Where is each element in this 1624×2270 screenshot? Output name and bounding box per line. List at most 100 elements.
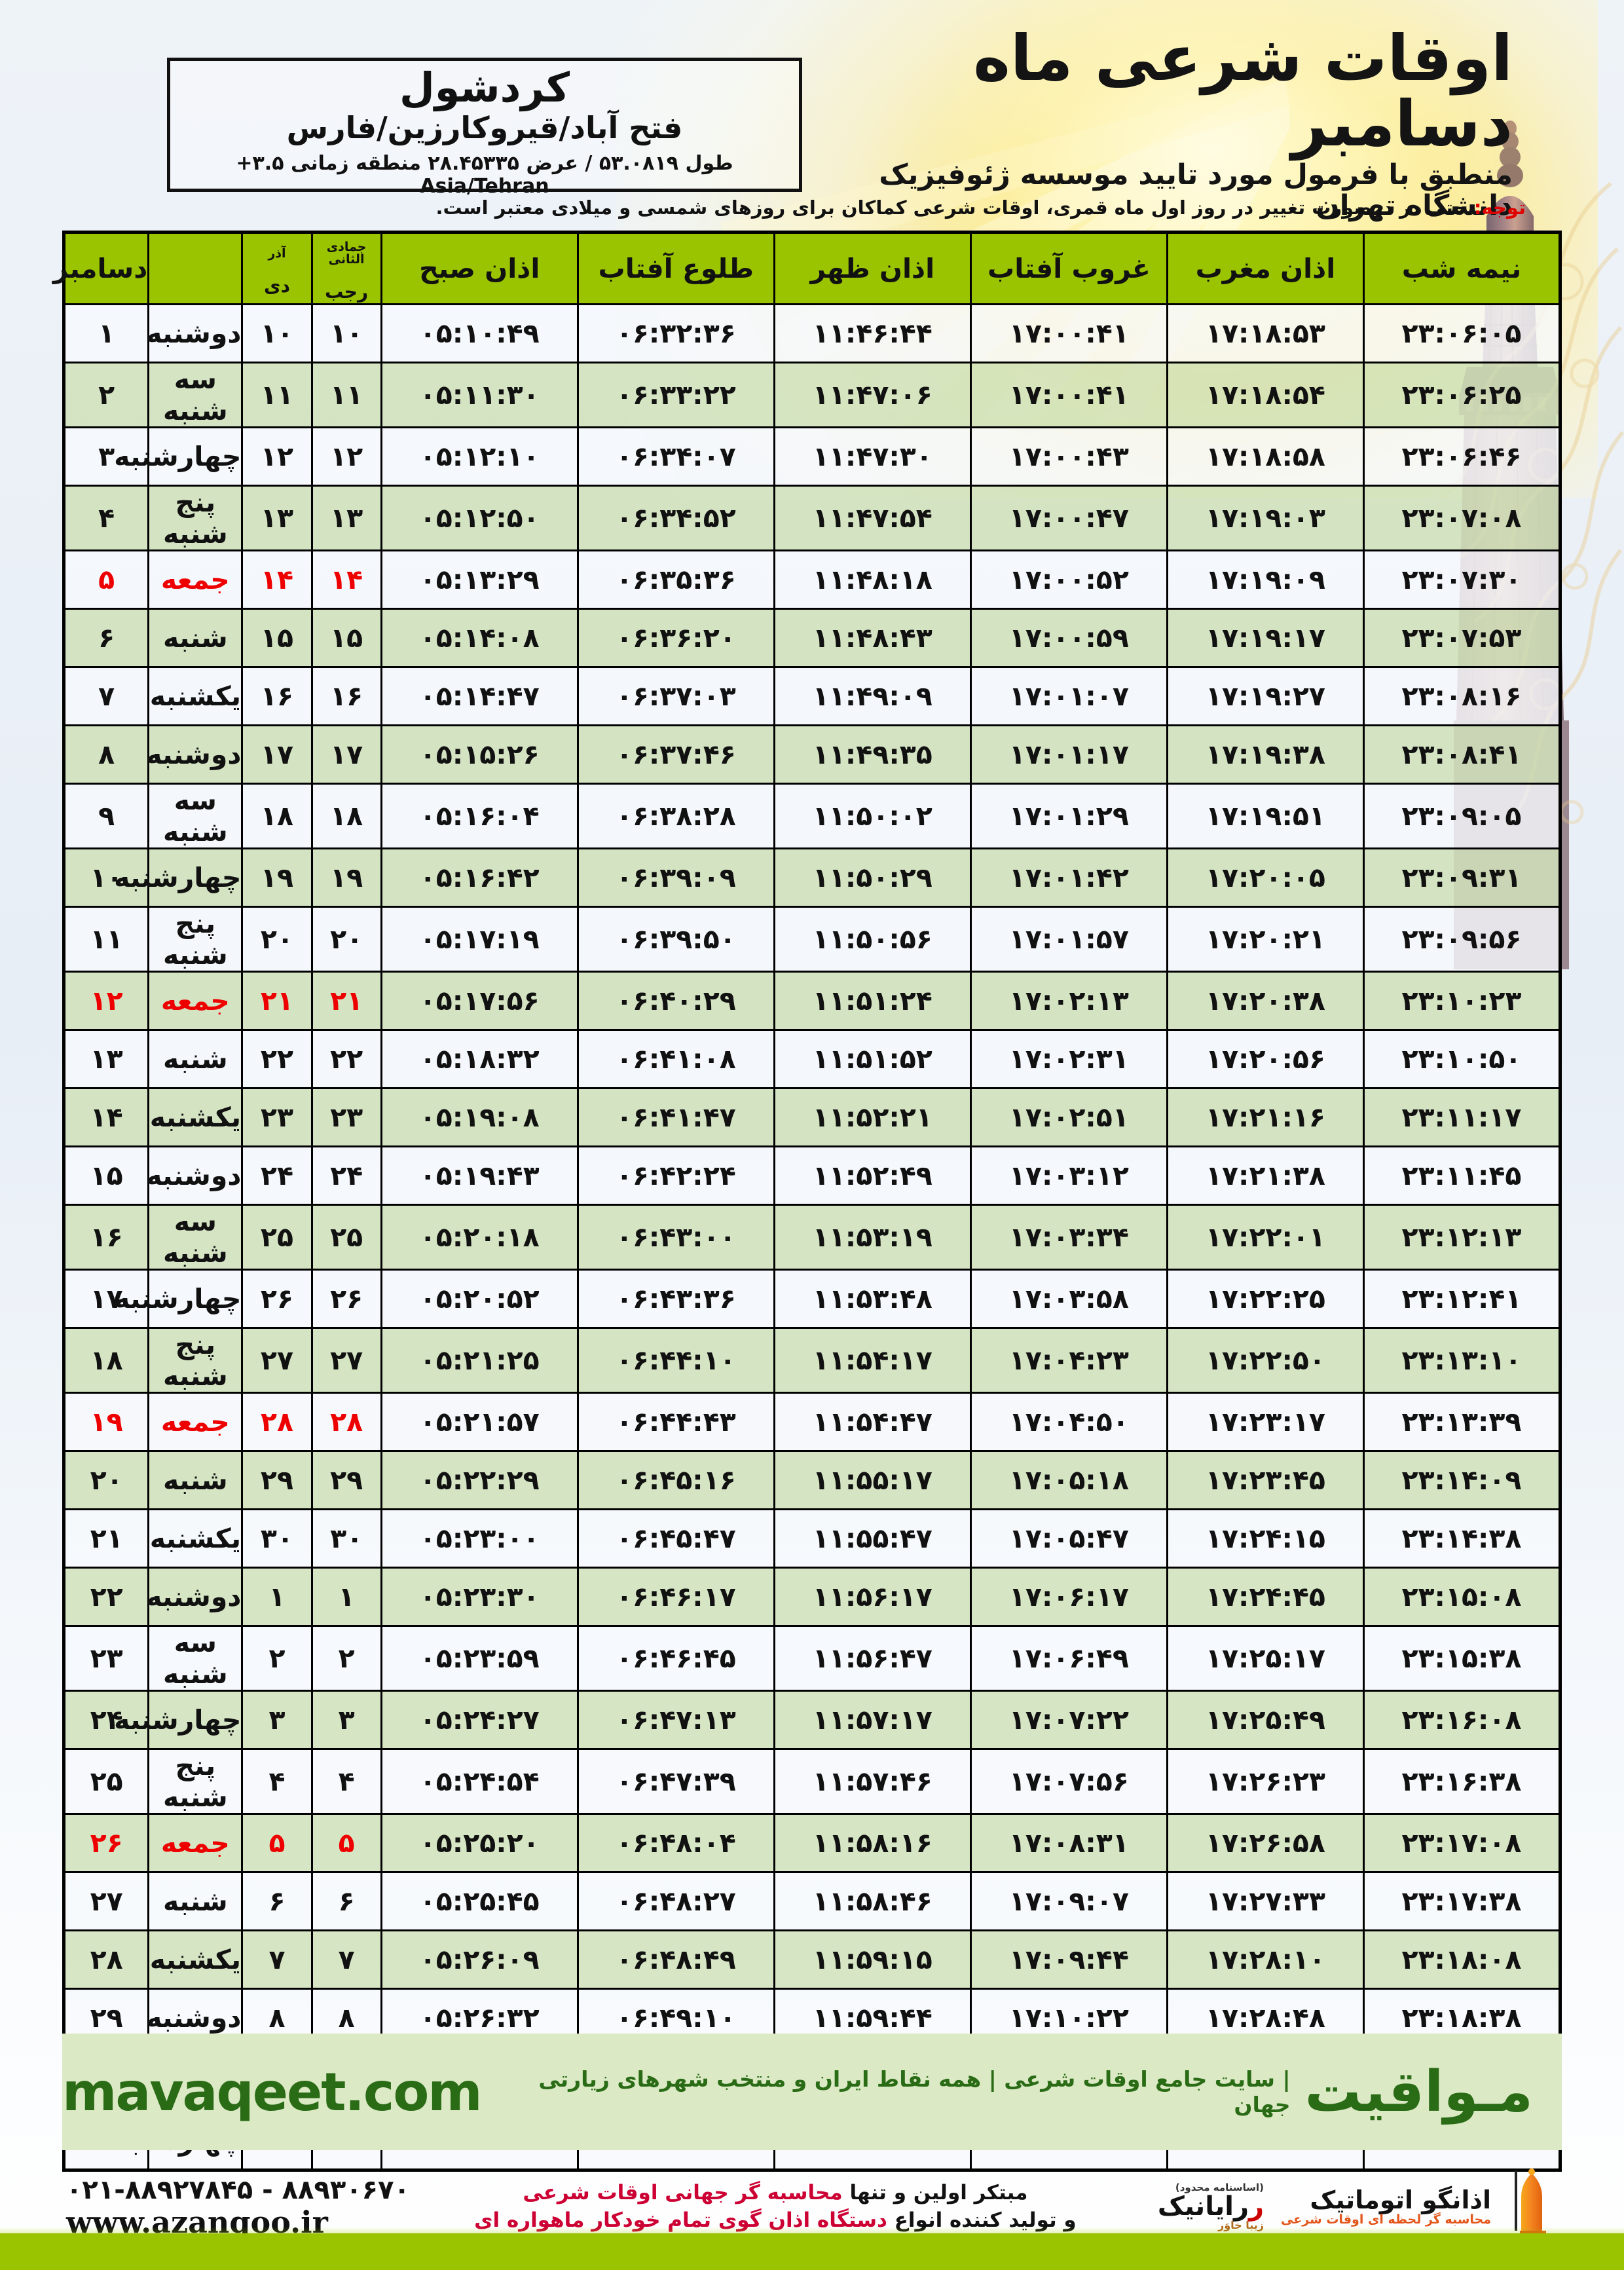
rayaneek-name: ررایانیک <box>1158 2193 1264 2220</box>
cell-weekday: سه شنبه <box>147 783 244 849</box>
table-row: ۲۳:۰۹:۳۱ ۱۷:۲۰:۰۵ ۱۷:۰۱:۴۲ ۱۱:۵۰:۲۹ ۰۶:۳۹:۰۹… <box>62 847 1562 908</box>
header-fajr: اذان صبح <box>380 231 579 305</box>
cell-shamsi: ۲۹ <box>241 1450 313 1510</box>
cell-maghrib: ۱۷:۲۳:۴۵ <box>1166 1450 1365 1510</box>
cell-hijri: ۲۱ <box>310 971 382 1031</box>
header-weekday <box>147 231 244 305</box>
azangoo-subtitle: محاسبه گر لحظه ای اوقات شرعی <box>1281 2212 1491 2227</box>
cell-sunrise: ۰۶:۳۶:۲۰ <box>576 608 775 668</box>
cell-day: ۲۳ <box>62 1625 150 1692</box>
table-row: ۲۳:۰۸:۱۶ ۱۷:۱۹:۲۷ ۱۷:۰۱:۰۷ ۱۱:۴۹:۰۹ ۰۶:۳۷:۰۳… <box>62 666 1562 726</box>
brand-website[interactable]: mavaqeet.com <box>62 2061 483 2123</box>
cell-dhuhr: ۱۱:۵۳:۴۸ <box>773 1269 972 1329</box>
cell-shamsi: ۱۵ <box>241 608 313 668</box>
cell-weekday: یکشنبه <box>147 1087 244 1147</box>
cell-weekday: چهارشنبه <box>114 1690 244 1750</box>
cell-shamsi: ۲۰ <box>241 906 313 973</box>
cell-maghrib: ۱۷:۱۸:۵۳ <box>1166 303 1365 363</box>
cell-day: ۱۱ <box>62 906 150 973</box>
page-header: کردشول فتح آباد/قیروکارزین/فارس طول ۵۳.۰… <box>0 0 1624 257</box>
cell-sunrise: ۰۶:۴۸:۲۷ <box>576 1871 775 1931</box>
cell-day: ۷ <box>62 666 150 726</box>
cell-day: ۱۵ <box>62 1145 150 1206</box>
cell-weekday: دوشنبه <box>146 303 244 363</box>
cell-midnight: ۲۳:۱۰:۲۳ <box>1362 971 1562 1031</box>
cell-day: ۲۴ <box>62 1690 150 1750</box>
cell-midnight: ۲۳:۰۷:۰۸ <box>1362 485 1562 551</box>
cell-dhuhr: ۱۱:۵۶:۴۷ <box>773 1625 972 1692</box>
cell-maghrib: ۱۷:۱۸:۵۴ <box>1166 362 1365 428</box>
header-maghrib: اذان مغرب <box>1166 231 1365 305</box>
header-sunrise: طلوع آفتاب <box>576 231 775 305</box>
cell-weekday: دوشنبه <box>146 1145 244 1206</box>
cell-shamsi: ۱۶ <box>241 666 313 726</box>
cell-shamsi: ۱۱ <box>241 362 313 428</box>
note-text: حتی در درصورت تغییر در روز اول ماه قمری،… <box>435 196 1467 219</box>
cell-maghrib: ۱۷:۱۹:۱۷ <box>1166 608 1365 668</box>
table-row: ۲۳:۱۲:۱۳ ۱۷:۲۲:۰۱ ۱۷:۰۳:۳۴ ۱۱:۵۳:۱۹ ۰۶:۴۳:۰۰… <box>62 1204 1562 1271</box>
cell-shamsi: ۱۷ <box>241 724 313 785</box>
rayaneek-logo: (اساسنامه محدود) ررایانیک زیبا خاوَر <box>1141 2181 1281 2232</box>
cell-dhuhr: ۱۱:۵۷:۱۷ <box>773 1690 972 1750</box>
cell-hijri: ۳۰ <box>310 1508 382 1569</box>
page-subtitle: منطبق با فرمول مورد تایید موسسه ژئوفیزیک… <box>879 158 1513 222</box>
cell-day: ۱۸ <box>62 1327 150 1394</box>
table-row: ۲۳:۱۲:۴۱ ۱۷:۲۲:۲۵ ۱۷:۰۳:۵۸ ۱۱:۵۳:۴۸ ۰۶:۴۳:۳۶… <box>62 1269 1562 1329</box>
cell-day: ۶ <box>62 608 150 668</box>
cell-hijri: ۶ <box>310 1871 382 1931</box>
cell-midnight: ۲۳:۰۶:۰۵ <box>1362 303 1562 363</box>
cell-sunset: ۱۷:۰۱:۰۷ <box>969 666 1168 726</box>
cell-maghrib: ۱۷:۲۲:۰۱ <box>1166 1204 1365 1271</box>
cell-maghrib: ۱۷:۱۹:۳۸ <box>1166 724 1365 785</box>
cell-sunset: ۱۷:۰۴:۲۳ <box>969 1327 1168 1394</box>
cell-shamsi: ۱۴ <box>241 549 313 610</box>
cell-shamsi: ۳ <box>241 1690 313 1750</box>
rayaneek-top-note: (اساسنامه محدود) <box>1175 2181 1264 2193</box>
cell-dhuhr: ۱۱:۵۲:۴۹ <box>773 1145 972 1206</box>
cell-weekday: جمعه <box>147 971 244 1031</box>
table-row: ۲۳:۱۱:۴۵ ۱۷:۲۱:۳۸ ۱۷:۰۳:۱۲ ۱۱:۵۲:۴۹ ۰۶:۴۲:۲۴… <box>62 1145 1562 1206</box>
cell-midnight: ۲۳:۰۸:۱۶ <box>1362 666 1562 726</box>
azangoo-title: اذانگو اتوماتیک <box>1310 2186 1491 2215</box>
header-december-day: دسامبر <box>53 231 150 305</box>
cell-dhuhr: ۱۱:۴۸:۱۸ <box>773 549 972 610</box>
cell-fajr: ۰۵:۱۳:۲۹ <box>380 549 579 610</box>
cell-sunrise: ۰۶:۴۴:۱۰ <box>576 1327 775 1394</box>
cell-weekday: چهارشنبه <box>114 426 244 487</box>
cell-weekday: یکشنبه <box>147 1929 244 1990</box>
cell-midnight: ۲۳:۰۶:۴۶ <box>1362 426 1562 487</box>
header-dhuhr: اذان ظهر <box>773 231 972 305</box>
cell-midnight: ۲۳:۱۴:۳۸ <box>1362 1508 1562 1569</box>
cell-sunrise: ۰۶:۴۱:۰۸ <box>576 1029 775 1089</box>
note-tag: توجه: <box>1473 196 1526 219</box>
cell-sunset: ۱۷:۰۶:۴۹ <box>969 1625 1168 1692</box>
cell-shamsi: ۲۶ <box>241 1269 313 1329</box>
header-hijri-month-first: جمادی الثانی <box>326 240 367 267</box>
cell-weekday: شنبه <box>147 1029 244 1089</box>
cell-dhuhr: ۱۱:۵۶:۱۷ <box>773 1567 972 1627</box>
cell-midnight: ۲۳:۱۳:۳۹ <box>1362 1392 1562 1452</box>
cell-sunset: ۱۷:۰۴:۵۰ <box>969 1392 1168 1452</box>
cell-shamsi: ۴ <box>241 1748 313 1815</box>
cell-dhuhr: ۱۱:۵۰:۰۲ <box>773 783 972 849</box>
cell-sunset: ۱۷:۰۵:۱۸ <box>969 1450 1168 1510</box>
cell-day: ۱ <box>62 303 150 363</box>
cell-fajr: ۰۵:۲۵:۴۵ <box>380 1871 579 1931</box>
cell-sunrise: ۰۶:۴۱:۴۷ <box>576 1087 775 1147</box>
cell-sunrise: ۰۶:۳۹:۰۹ <box>576 847 775 908</box>
cell-midnight: ۲۳:۰۹:۳۱ <box>1362 847 1562 908</box>
table-row: ۲۳:۱۶:۰۸ ۱۷:۲۵:۴۹ ۱۷:۰۷:۲۲ ۱۱:۵۷:۱۷ ۰۶:۴۷:۱۳… <box>62 1690 1562 1750</box>
table-row: ۲۳:۱۷:۳۸ ۱۷:۲۷:۳۳ ۱۷:۰۹:۰۷ ۱۱:۵۸:۴۶ ۰۶:۴۸:۲۷… <box>62 1871 1562 1931</box>
cell-fajr: ۰۵:۱۴:۴۷ <box>380 666 579 726</box>
cell-dhuhr: ۱۱:۴۹:۳۵ <box>773 724 972 785</box>
cell-day: ۱۶ <box>62 1204 150 1271</box>
cell-fajr: ۰۵:۱۸:۳۲ <box>380 1029 579 1089</box>
cell-hijri: ۱۶ <box>310 666 382 726</box>
cell-hijri: ۱۹ <box>310 847 382 908</box>
cell-day: ۲۱ <box>62 1508 150 1569</box>
cell-hijri: ۲۷ <box>310 1327 382 1394</box>
cell-fajr: ۰۵:۲۳:۳۰ <box>380 1567 579 1627</box>
cell-weekday: چهارشنبه <box>114 1269 244 1329</box>
cell-shamsi: ۳۰ <box>241 1508 313 1569</box>
